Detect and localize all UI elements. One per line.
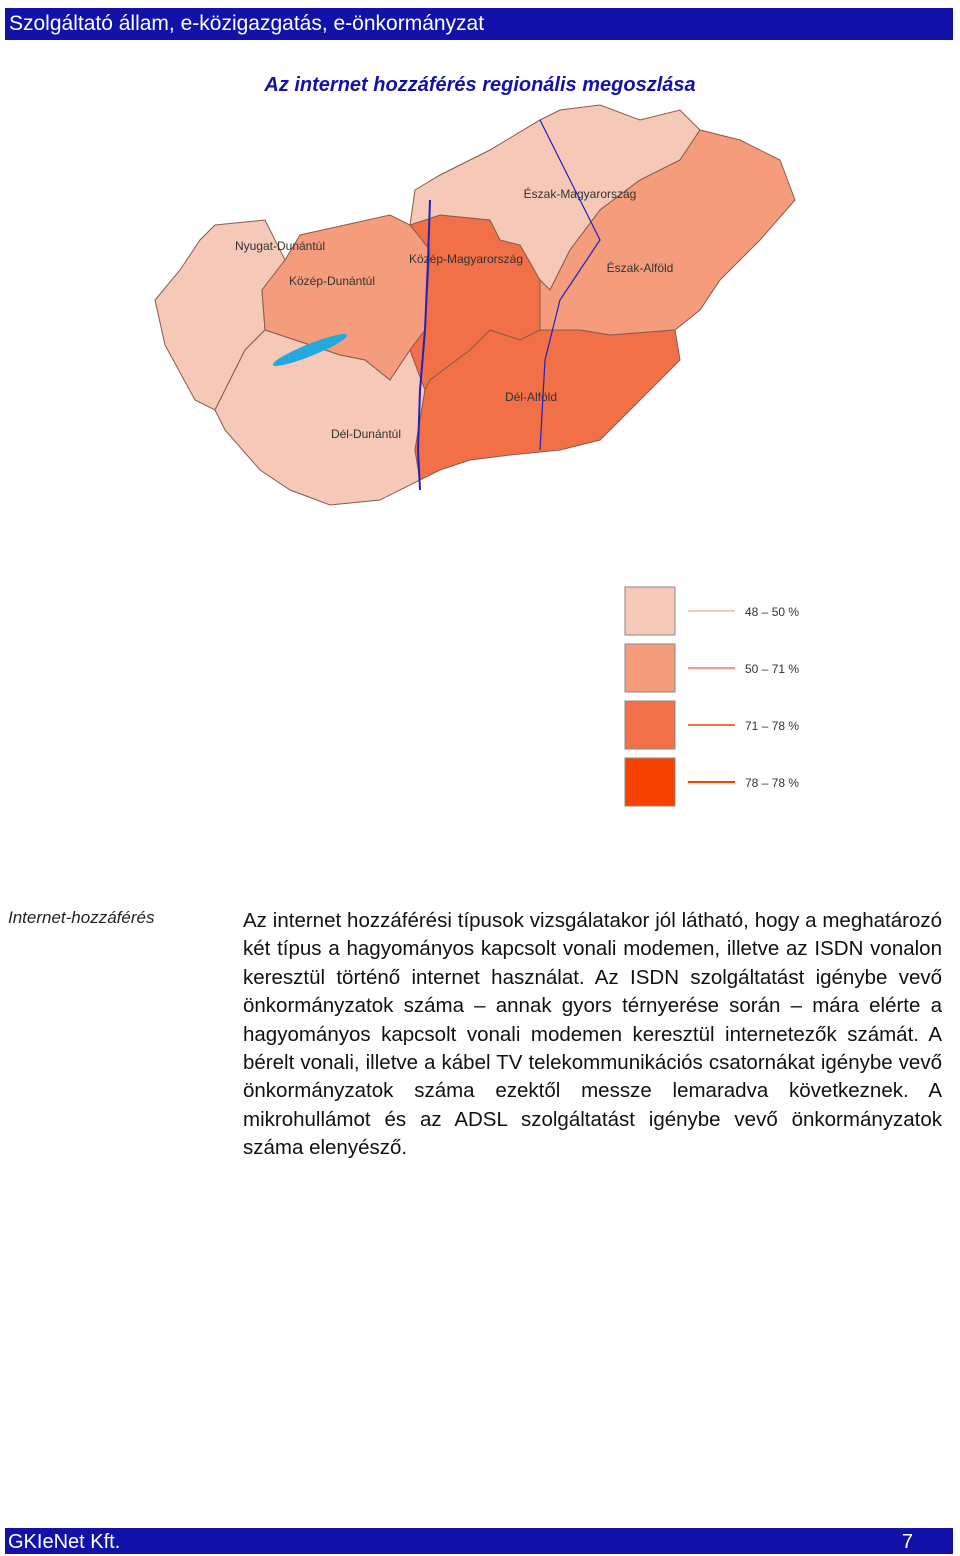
region-label: Észak-Alföld [607, 260, 674, 275]
region-label: Észak-Magyarország [524, 186, 637, 201]
footer-bar: GKIeNet Kft. 7 [5, 1528, 953, 1554]
footer-company: GKIeNet Kft. [8, 1531, 121, 1553]
legend-swatch [624, 643, 676, 693]
region-label: Nyugat-Dunántúl [235, 239, 325, 253]
map-title: Az internet hozzáférés regionális megosz… [264, 74, 696, 96]
river [416, 199, 431, 491]
legend-label: 78 – 78 % [745, 776, 799, 790]
region-label: Dél-Alföld [505, 390, 557, 404]
legend-swatch [624, 757, 676, 807]
legend-label: 71 – 78 % [745, 719, 799, 733]
legend-label: 48 – 50 % [745, 605, 799, 619]
page-number: 7 [901, 1531, 913, 1553]
legend-swatch [624, 586, 676, 636]
paragraph: Az internet hozzáférési típusok vizsgála… [243, 909, 942, 1160]
legend-swatch [624, 700, 676, 750]
region-label: Dél-Dunántúl [331, 427, 401, 441]
region [214, 329, 426, 506]
lake [272, 334, 348, 366]
header-bar: Szolgáltató állam, e-közigazgatás, e-önk… [5, 8, 953, 40]
river [539, 119, 601, 451]
map: Nyugat-Dunántúl Közép-Dunántúl Dél-Dunántú… [154, 104, 799, 807]
region-label: Közép-Dunántúl [289, 274, 375, 288]
section-label: Internet-hozzáférés [8, 908, 155, 927]
region-label: Közép-Magyarország [409, 252, 523, 266]
region [414, 329, 681, 481]
legend-label: 50 – 71 % [745, 662, 799, 676]
